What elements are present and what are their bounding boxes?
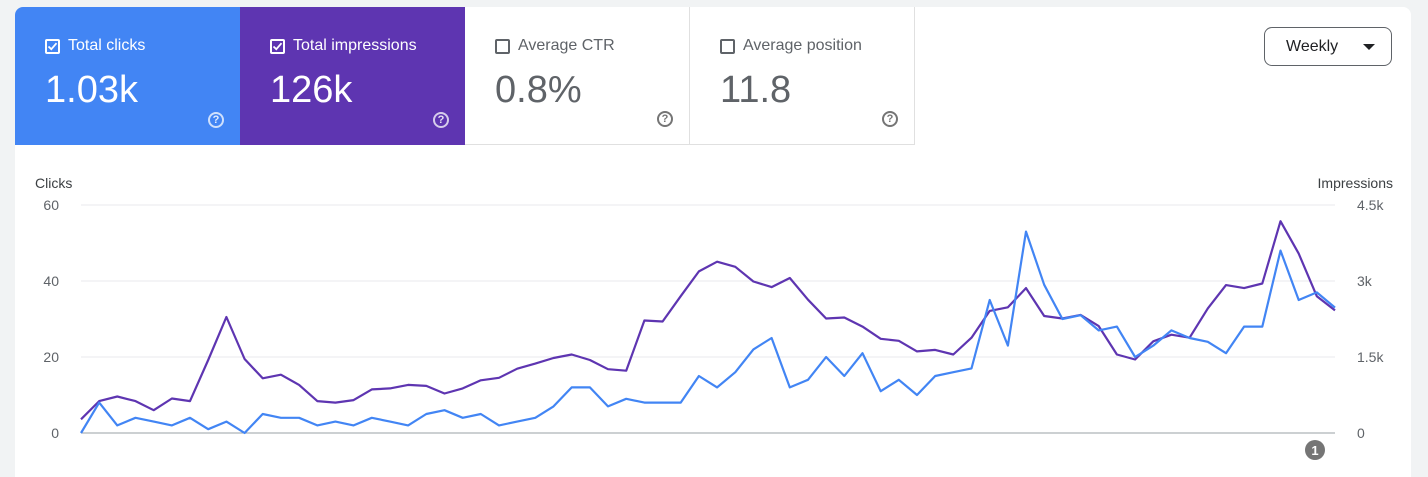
caret-down-icon (1363, 44, 1375, 50)
total-impressions-tile[interactable]: Total impressions 126k ? (240, 7, 465, 145)
annotation-badge-number: 1 (1311, 443, 1318, 458)
average-position-value: 11.8 (720, 69, 792, 111)
performance-card: Total clicks 1.03k ? Total impressions 1… (15, 7, 1411, 477)
help-circle-icon[interactable]: ? (433, 112, 449, 128)
total-impressions-label: Total impressions (293, 37, 417, 54)
average-position-tile[interactable]: Average position 11.8 ? (690, 7, 915, 145)
series-line-impressions[interactable] (80, 220, 1336, 421)
total-clicks-checkbox[interactable] (45, 39, 60, 54)
total-clicks-tile[interactable]: Total clicks 1.03k ? (15, 7, 240, 145)
total-clicks-label: Total clicks (68, 37, 146, 54)
period-select-value: Weekly (1286, 37, 1339, 55)
total-clicks-value: 1.03k (45, 69, 138, 111)
right-tick-label: 0 (1357, 425, 1365, 441)
annotation-badge-circle[interactable] (1305, 440, 1325, 460)
period-select[interactable]: Weekly (1264, 27, 1392, 66)
total-impressions-value: 126k (270, 69, 353, 111)
help-circle-icon[interactable]: ? (208, 112, 224, 128)
right-tick-label: 4.5k (1357, 197, 1384, 213)
average-position-label: Average position (743, 37, 862, 54)
axis-ticks: 0 0 20 1.5k 40 3k 60 4.5k (43, 197, 1384, 441)
left-tick-label: 0 (51, 425, 59, 441)
grid-lines (81, 204, 1335, 434)
average-ctr-tile[interactable]: Average CTR 0.8% ? (465, 7, 690, 145)
average-ctr-label: Average CTR (518, 37, 615, 54)
performance-chart: Clicks Impressions 0 0 20 1.5k 40 3k 60 4.5k 1 (35, 175, 1393, 460)
right-axis-title: Impressions (1318, 175, 1393, 191)
annotation-marker[interactable]: 1 (1305, 440, 1325, 460)
help-circle-icon[interactable]: ? (657, 111, 673, 127)
right-tick-label: 3k (1357, 273, 1373, 289)
total-impressions-checkbox[interactable] (270, 39, 285, 54)
left-axis-title: Clicks (35, 175, 72, 191)
series-lines[interactable] (80, 220, 1336, 435)
help-circle-icon[interactable]: ? (882, 111, 898, 127)
left-tick-label: 60 (43, 197, 59, 213)
average-ctr-checkbox[interactable] (495, 39, 510, 54)
series-line-clicks[interactable] (80, 230, 1336, 435)
average-position-checkbox[interactable] (720, 39, 735, 54)
right-tick-label: 1.5k (1357, 349, 1384, 365)
average-ctr-value: 0.8% (495, 69, 582, 111)
left-tick-label: 40 (43, 273, 59, 289)
left-tick-label: 20 (43, 349, 59, 365)
metric-tiles: Total clicks 1.03k ? Total impressions 1… (15, 7, 915, 145)
